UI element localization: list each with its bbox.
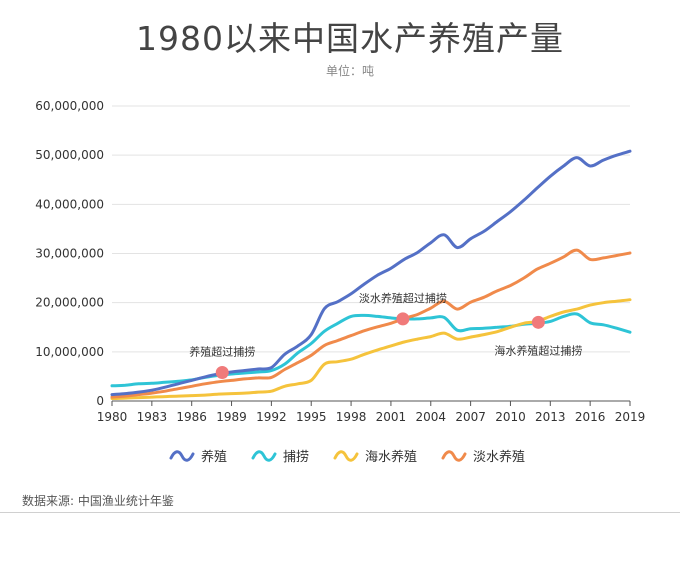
- x-tick-label: 1995: [296, 410, 327, 424]
- annotation-marker: [215, 365, 229, 379]
- x-tick-label: 2013: [535, 410, 566, 424]
- x-tick-label: 2001: [376, 410, 407, 424]
- annotation-label: 海水养殖超过捕捞: [494, 343, 582, 357]
- x-tick-label: 1992: [256, 410, 287, 424]
- source-divider: [0, 512, 680, 513]
- chart-title: 1980以来中国水产养殖产量: [136, 19, 564, 58]
- chart-subtitle: 单位：吨: [325, 64, 374, 78]
- y-tick-label: 10,000,000: [35, 345, 104, 359]
- x-tick-label: 1989: [216, 410, 247, 424]
- x-tick-label: 2019: [615, 410, 646, 424]
- series-line-0: [110, 149, 632, 397]
- y-tick-label: 30,000,000: [35, 247, 104, 261]
- annotation-label: 淡水养殖超过捕捞: [359, 291, 447, 305]
- x-tick-label: 2016: [575, 410, 606, 424]
- legend-label: 捕捞: [283, 449, 309, 465]
- legend-label: 养殖: [201, 449, 227, 465]
- annotation-label: 养殖超过捕捞: [189, 344, 255, 358]
- x-tick-label: 2004: [415, 410, 446, 424]
- legend-swatch: [333, 450, 359, 462]
- y-tick-label: 0: [96, 394, 104, 408]
- data-source-note: 数据来源: 中国渔业统计年鉴: [22, 494, 174, 508]
- annotation-marker: [531, 315, 545, 329]
- x-tick-label: 1983: [137, 410, 168, 424]
- line-chart: 0 10,000,000 20,000,000 30,000,000 40,000,00…: [35, 99, 646, 465]
- annotation-marker: [396, 312, 410, 326]
- legend-swatch: [251, 450, 277, 462]
- x-tick-label: 1980: [97, 410, 128, 424]
- x-tick-label: 2010: [495, 410, 526, 424]
- y-tick-label: 40,000,000: [35, 197, 104, 211]
- legend-label: 淡水养殖: [473, 449, 525, 465]
- x-tick-label: 2007: [455, 410, 486, 424]
- y-tick-label: 50,000,000: [35, 148, 104, 162]
- x-tick-label: 1998: [336, 410, 367, 424]
- series-line-3: [110, 248, 632, 399]
- x-tick-label: 1986: [176, 410, 207, 424]
- legend-swatch: [441, 450, 467, 462]
- y-tick-label: 20,000,000: [35, 296, 104, 310]
- legend-swatch: [169, 450, 195, 462]
- y-tick-label: 60,000,000: [35, 99, 104, 113]
- legend-label: 海水养殖: [365, 449, 417, 465]
